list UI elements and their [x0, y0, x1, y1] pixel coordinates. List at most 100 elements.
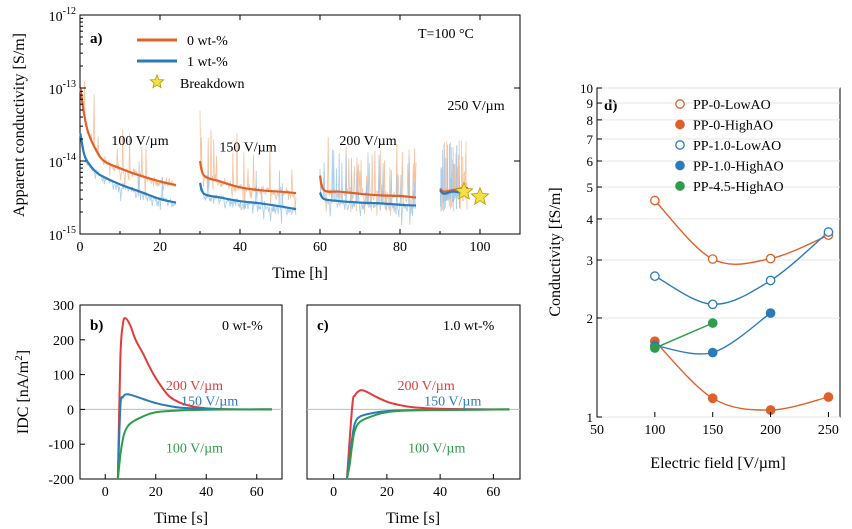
series-line-1wt-seg2 [318, 191, 417, 207]
step-label-1: 150 V/µm [219, 141, 276, 156]
x-tick-label: 250 [818, 423, 839, 438]
y-tick-label: 10-15 [49, 225, 76, 244]
legend-label-1: PP-0-HighAO [693, 119, 773, 134]
panel-c-xlabel: Time [s] [386, 510, 440, 527]
panel-b-y-ticks: -200 -100 0 100 200 300 [48, 299, 85, 488]
series-line-1wt-seg3 [439, 189, 461, 195]
panel-d-grid [597, 87, 840, 418]
panel-c-x-ticks: 0 20 40 60 [330, 474, 500, 500]
step-label-3: 250 V/µm [447, 99, 504, 114]
x-tick-label: 0 [330, 485, 337, 500]
idc-series-line-2 [345, 408, 510, 480]
x-tick-label: 40 [199, 485, 213, 500]
x-tick-label: 20 [149, 485, 163, 500]
x-tick-label: 100 [470, 240, 491, 255]
series-line-1wt-seg1 [198, 182, 297, 211]
x-tick-label: 100 [644, 423, 665, 438]
y-tick-label: 4 [587, 212, 594, 227]
idc-series-line-0 [345, 389, 510, 480]
x-tick-label: 50 [590, 423, 604, 438]
fit-curve-2 [654, 231, 829, 306]
legend-marker-2 [675, 140, 685, 150]
legend-marker-3 [675, 160, 685, 171]
y-tick-label: -100 [48, 438, 74, 453]
legend-label-4: PP-4.5-HighAO [693, 180, 784, 195]
data-point [707, 318, 718, 328]
data-point [823, 392, 834, 402]
legend-marker-4 [675, 181, 685, 191]
y-tick-label: 10 [580, 81, 593, 96]
panel-d-frame [596, 87, 841, 418]
x-tick-label: 20 [153, 240, 167, 255]
y-tick-label: 0 [67, 403, 74, 418]
fit-curve-4 [654, 322, 713, 349]
data-point [707, 254, 718, 264]
legend-label-1wt: 1 wt-% [187, 55, 228, 70]
step-label-0: 100 V/µm [111, 134, 168, 149]
x-tick-label: 60 [313, 240, 327, 255]
data-point [650, 195, 660, 206]
y-tick-label: 10-13 [49, 79, 76, 98]
x-tick-label: 0 [102, 485, 109, 500]
panel-b-ylabel: IDC [nA/m2] [13, 350, 32, 434]
legend-star-icon [149, 73, 165, 89]
panel-d-points [650, 195, 834, 415]
legend-marker-0 [675, 99, 685, 109]
y-tick-label: -200 [48, 473, 74, 488]
panel-b-frame [79, 304, 283, 480]
panel-d-legend: PP-0-LowAO PP-0-HighAO PP-1.0-LowAO PP-1.0-… [675, 98, 784, 195]
idc-series-label-0: 200 V/µm [398, 379, 455, 394]
panel-b-label: b) [90, 318, 103, 334]
data-point [650, 343, 660, 353]
y-tick-label: 300 [53, 299, 74, 314]
x-tick-label: 80 [393, 240, 407, 255]
y-tick-label: 10-14 [49, 152, 76, 171]
x-tick-label: 150 [702, 423, 723, 438]
series-line-0wt-seg2 [318, 175, 417, 199]
series-line-0wt-seg0 [79, 87, 177, 187]
panel-a-legend: 0 wt-% 1 wt-% Breakdown [137, 34, 245, 92]
data-point [650, 271, 660, 281]
idc-series-label-0: 200 V/µm [166, 379, 223, 394]
data-point [707, 393, 718, 404]
breakdown-star-0 [454, 181, 474, 200]
y-tick-label: 8 [587, 113, 594, 128]
idc-series-label-1: 150 V/µm [181, 395, 238, 410]
x-tick-label: 60 [486, 485, 500, 500]
panel-b-ylabel-main: IDC [nA/m [15, 360, 32, 434]
panel-a-chart: a) T=100 °C 100 V/µm 150 V/µm 200 V/µm 250 … [11, 6, 521, 282]
x-tick-label: 40 [233, 240, 247, 255]
y-tick-label: 10-12 [49, 6, 76, 25]
panel-a-breakdown-points [454, 181, 490, 205]
panel-a-xlabel: Time [h] [272, 265, 328, 282]
legend-label-3: PP-1.0-HighAO [693, 160, 784, 175]
data-point [765, 275, 776, 286]
step-label-2: 200 V/µm [339, 134, 396, 149]
panel-b-ylabel-sup: 2 [13, 355, 25, 361]
panel-c-frame [306, 304, 521, 480]
panel-d-xlabel: Electric field [V/µm] [650, 455, 785, 472]
x-tick-label: 40 [433, 485, 447, 500]
panel-d-y-ticks: 1 2 3 4 5 6 7 8 910 [580, 81, 602, 425]
x-tick-label: 200 [760, 423, 781, 438]
legend-marker-1 [675, 119, 685, 130]
data-point [765, 308, 776, 318]
legend-label-0wt: 0 wt-% [187, 34, 228, 49]
raw-noise-1-3 [439, 142, 461, 212]
panel-c-corner-text: 1.0 wt-% [443, 319, 495, 334]
y-tick-label: 5 [587, 180, 594, 195]
panel-d-x-ticks: 50 100 150 200 250 [590, 412, 839, 438]
panel-a-label: a) [90, 31, 103, 47]
panel-d-fit-curves [654, 200, 829, 411]
fit-curve-1 [654, 340, 829, 411]
idc-series-label-2: 100 V/µm [166, 442, 223, 457]
panel-b-x-ticks: 0 20 40 60 [102, 474, 264, 500]
panel-b-corner-text: 0 wt-% [222, 319, 263, 334]
panel-d-ylabel: Conductivity [fS/m] [547, 187, 564, 316]
legend-label-2: PP-1.0-LowAO [693, 139, 781, 154]
y-tick-label: 6 [587, 154, 594, 169]
y-tick-label: 3 [587, 253, 594, 268]
